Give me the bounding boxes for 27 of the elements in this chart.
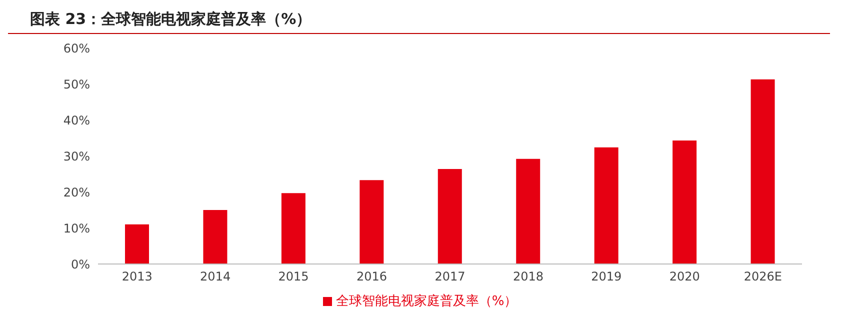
x-tick-label: 2013 — [122, 270, 152, 284]
bar — [281, 193, 306, 264]
bar — [750, 79, 775, 264]
bar — [125, 224, 149, 264]
x-tick-label: 2017 — [434, 270, 466, 284]
bar — [516, 158, 540, 264]
bar — [360, 180, 384, 264]
y-tick-label: 20% — [63, 185, 90, 200]
y-tick-label: 50% — [63, 77, 90, 92]
y-tick-label: 40% — [63, 113, 90, 128]
legend-label: 全球智能电视家庭普及率（%） — [336, 294, 518, 309]
x-tick-label: 2020 — [669, 270, 700, 284]
bar — [672, 140, 697, 264]
bar — [594, 147, 618, 264]
x-tick-label: 2015 — [278, 270, 309, 284]
x-tick-label: 2018 — [512, 270, 544, 284]
y-tick-label: 60% — [63, 41, 90, 56]
x-tick-label: 2026E — [744, 270, 782, 284]
y-tick-label: 10% — [63, 221, 90, 236]
x-tick-label: 2016 — [356, 270, 388, 284]
x-tick-label: 2014 — [200, 270, 231, 284]
y-tick-label: 30% — [63, 149, 90, 164]
bar — [438, 168, 462, 264]
bar — [203, 210, 228, 264]
x-tick-label: 2019 — [591, 270, 622, 284]
y-tick-label: 0% — [70, 257, 90, 272]
chart-title: 图表 23：全球智能电视家庭普及率（%） — [8, 8, 830, 34]
